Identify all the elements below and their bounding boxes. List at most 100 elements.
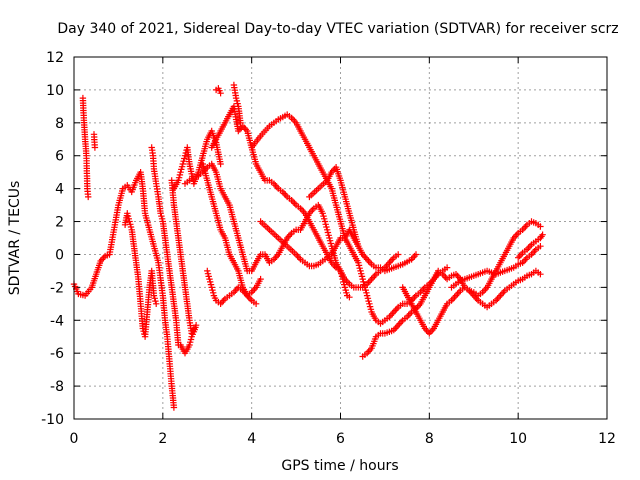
data-point — [170, 404, 178, 411]
y-tick-label: 0 — [55, 247, 64, 263]
data-point — [366, 300, 373, 307]
y-tick-label: 8 — [55, 116, 64, 132]
series-arc-08 — [170, 127, 224, 192]
y-tick-label: 10 — [46, 83, 64, 99]
y-tick-label: 2 — [55, 215, 64, 231]
series-arc-14 — [230, 81, 244, 126]
x-tick-label: 0 — [70, 431, 79, 447]
series-arc-04 — [121, 210, 160, 340]
series-arc-12 — [208, 103, 402, 291]
data-point — [539, 231, 546, 238]
data-point — [187, 336, 195, 343]
data-point — [85, 193, 92, 201]
x-tick-label: 2 — [158, 431, 167, 447]
series-arc-21 — [515, 231, 546, 261]
data-point — [395, 251, 402, 258]
series-arc-19 — [399, 218, 544, 337]
series-arc-05 — [148, 144, 182, 349]
data-point — [252, 300, 260, 307]
data-point — [516, 252, 523, 260]
data-point — [175, 174, 183, 181]
data-point — [357, 267, 364, 275]
y-tick-label: -4 — [50, 313, 64, 329]
series-arc-16 — [257, 218, 420, 275]
series-arc-13 — [212, 85, 224, 97]
data-point — [206, 275, 213, 283]
y-tick-label: -8 — [50, 379, 64, 395]
x-tick-label: 12 — [598, 431, 616, 447]
series-arc-03 — [90, 131, 99, 151]
data-point — [321, 218, 329, 225]
x-tick-label: 4 — [247, 431, 256, 447]
series-arc-02 — [79, 94, 92, 201]
data-point — [537, 223, 544, 230]
y-tick-label: 4 — [55, 182, 64, 198]
data-point — [537, 271, 544, 278]
series-arc-20 — [448, 243, 544, 291]
series-arc-10 — [199, 160, 260, 307]
plot-frame — [73, 56, 608, 420]
x-tick-label: 8 — [425, 431, 434, 447]
data-point — [153, 300, 160, 307]
y-tick-label: -2 — [50, 280, 64, 296]
data-point — [537, 243, 544, 250]
data-point — [127, 223, 135, 231]
data-point — [343, 289, 350, 296]
series-arc-11 — [204, 267, 264, 307]
y-tick-labels: -10 -8 -6 -4 -2 0 2 4 6 8 10 12 — [41, 50, 64, 428]
data-point — [319, 210, 326, 217]
series-arc-01 — [70, 169, 178, 411]
series-arc-15 — [248, 111, 451, 327]
data-point — [237, 119, 244, 126]
x-tick-label: 10 — [509, 431, 527, 447]
data-point — [124, 210, 131, 217]
data-point — [323, 223, 330, 231]
x-axis-label: GPS time / hours — [281, 458, 398, 474]
x-tick-labels: 0 2 4 6 8 10 12 — [70, 431, 616, 447]
series-arc-17 — [306, 164, 362, 250]
data-point — [363, 289, 370, 296]
data-point — [500, 289, 507, 296]
data-point — [181, 155, 188, 162]
data-points — [70, 81, 546, 411]
data-point — [289, 198, 297, 205]
data-point — [392, 307, 399, 314]
data-point — [204, 267, 211, 275]
series-arc-07 — [177, 322, 200, 357]
data-point — [455, 289, 463, 296]
data-point — [411, 252, 418, 260]
data-point — [346, 294, 353, 301]
data-point — [232, 94, 240, 102]
y-tick-label: -10 — [41, 412, 64, 428]
x-tick-label: 6 — [336, 431, 345, 447]
data-point — [257, 275, 264, 283]
data-point — [515, 254, 522, 261]
data-point — [326, 237, 334, 244]
data-point — [151, 295, 158, 302]
y-tick-label: -6 — [50, 346, 64, 362]
data-point — [210, 289, 217, 296]
y-tick-label: 6 — [55, 149, 64, 165]
data-point — [207, 281, 215, 288]
data-point — [361, 281, 368, 288]
data-point — [217, 160, 224, 168]
data-point — [443, 264, 451, 271]
series-arc-06 — [168, 177, 198, 337]
data-point — [126, 218, 133, 225]
data-point — [91, 144, 99, 151]
chart-title: Day 340 of 2021, Sidereal Day-to-day VTE… — [57, 21, 618, 37]
data-point — [294, 252, 301, 260]
series-arc-18 — [359, 267, 544, 360]
data-point — [157, 210, 164, 217]
data-point — [412, 251, 420, 258]
y-axis-label: SDTVAR / TECUs — [7, 181, 23, 296]
data-point — [186, 341, 193, 349]
y-tick-label: 12 — [46, 50, 64, 66]
data-point — [179, 160, 186, 168]
data-point — [177, 169, 184, 176]
data-point — [359, 275, 366, 283]
data-point — [324, 229, 332, 236]
data-point — [426, 330, 433, 337]
data-point — [234, 100, 241, 107]
